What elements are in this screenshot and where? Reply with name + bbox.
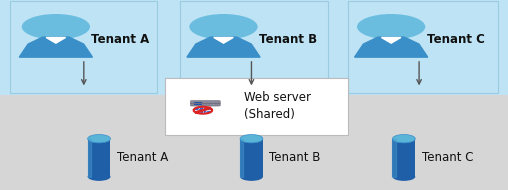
Ellipse shape	[87, 135, 111, 143]
Ellipse shape	[240, 173, 263, 181]
Ellipse shape	[392, 173, 416, 181]
Text: Tenant B: Tenant B	[269, 151, 321, 164]
Polygon shape	[355, 37, 428, 57]
FancyBboxPatch shape	[165, 78, 348, 135]
Text: Web server: Web server	[244, 91, 311, 104]
FancyBboxPatch shape	[180, 1, 328, 93]
Polygon shape	[214, 37, 233, 43]
Bar	[194, 101, 202, 103]
Text: (Shared): (Shared)	[244, 108, 295, 121]
FancyBboxPatch shape	[190, 103, 220, 106]
Bar	[0, 0, 508, 95]
Polygon shape	[240, 139, 243, 177]
Circle shape	[194, 107, 212, 114]
Bar	[194, 104, 202, 105]
FancyBboxPatch shape	[348, 1, 498, 93]
Ellipse shape	[392, 135, 416, 143]
Ellipse shape	[87, 173, 111, 181]
Text: Tenant A: Tenant A	[117, 151, 168, 164]
Circle shape	[189, 14, 258, 40]
FancyBboxPatch shape	[190, 101, 220, 104]
Polygon shape	[46, 37, 66, 43]
Polygon shape	[19, 37, 92, 57]
Polygon shape	[187, 37, 260, 57]
Bar	[240, 139, 263, 177]
Circle shape	[212, 104, 214, 105]
Polygon shape	[88, 139, 91, 177]
Text: Tenant B: Tenant B	[259, 33, 317, 46]
Circle shape	[357, 14, 425, 40]
Bar	[0, 95, 508, 190]
Polygon shape	[382, 37, 401, 43]
Bar	[88, 139, 111, 177]
Text: Tenant A: Tenant A	[91, 33, 150, 46]
Text: Tenant C: Tenant C	[427, 33, 485, 46]
Bar	[393, 139, 416, 177]
Ellipse shape	[240, 135, 263, 143]
Circle shape	[22, 14, 90, 40]
Polygon shape	[393, 139, 396, 177]
FancyBboxPatch shape	[10, 1, 157, 93]
Text: Tenant C: Tenant C	[422, 151, 473, 164]
